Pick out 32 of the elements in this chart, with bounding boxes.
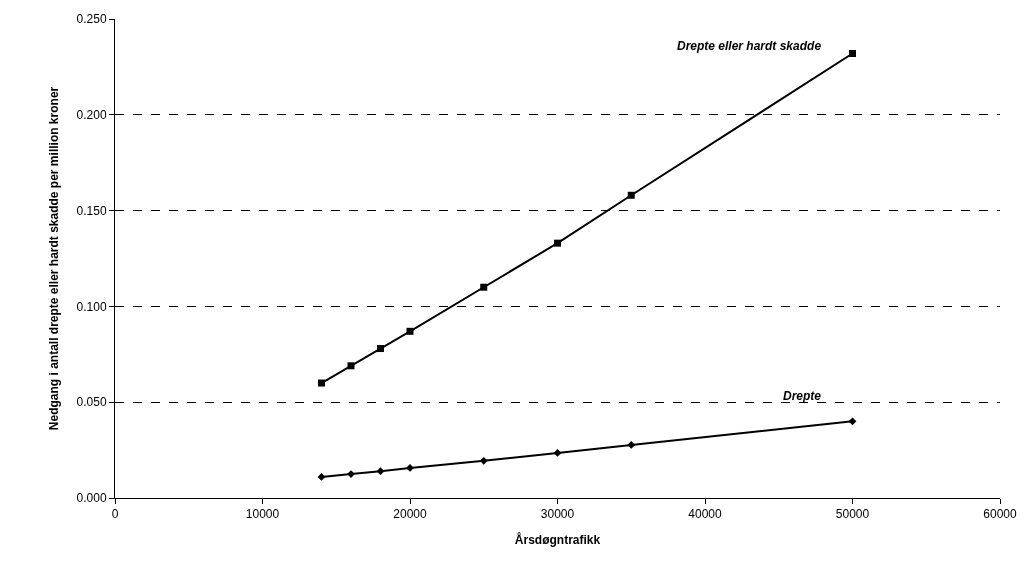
y-tick-label: 0.200 <box>76 108 107 122</box>
point <box>627 441 636 449</box>
point <box>347 362 355 370</box>
y-tick-label: 0.000 <box>76 491 107 506</box>
x-tick-label: 20000 <box>393 507 428 522</box>
y-axis-title: Nedgang i antall drepte eller hardt skadde per million kroner <box>46 86 61 431</box>
point <box>317 473 326 481</box>
x-tick-label: 30000 <box>540 507 575 522</box>
point <box>406 327 414 335</box>
x-tick-label: 50000 <box>835 507 870 522</box>
x-tick-label: 0 <box>111 507 119 522</box>
series-label: Drepte eller hardt skadde <box>677 39 822 53</box>
x-axis-title: Årsdøgntrafikk <box>514 532 601 548</box>
x-tick-label: 60000 <box>983 507 1018 522</box>
point <box>554 239 561 247</box>
point <box>848 417 857 426</box>
point <box>479 456 488 465</box>
point <box>553 449 562 457</box>
x-tick-label: 40000 <box>688 507 723 522</box>
y-tick-label: 0.100 <box>76 299 107 314</box>
series-label: Drepte <box>783 389 822 403</box>
point <box>377 345 384 353</box>
point <box>480 283 488 291</box>
point <box>849 49 856 57</box>
y-tick-label: 0.250 <box>76 12 107 27</box>
point <box>318 379 325 387</box>
y-tick-label: 0.050 <box>76 395 107 410</box>
point <box>627 191 635 199</box>
x-tick-label: 10000 <box>245 507 280 522</box>
point <box>406 464 414 472</box>
y-tick-label: 0.150 <box>76 203 107 218</box>
point <box>376 467 385 476</box>
